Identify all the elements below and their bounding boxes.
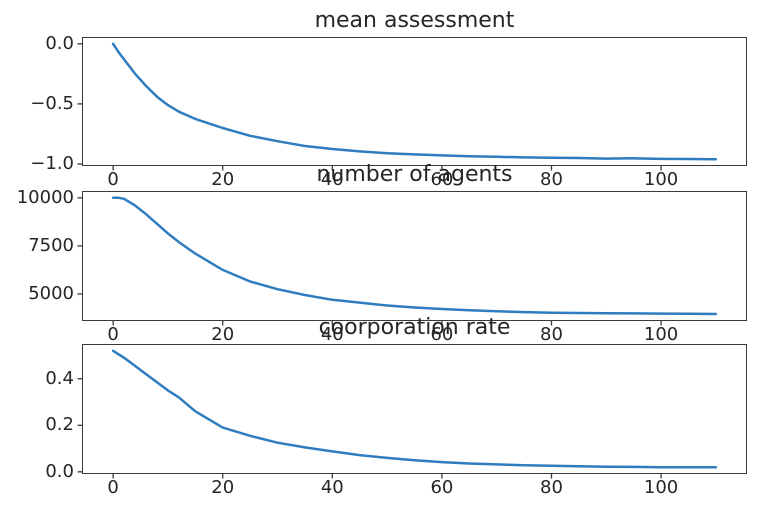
line-plot <box>77 349 718 479</box>
data-line <box>111 42 718 161</box>
y-tick-label: 5000 <box>28 282 74 304</box>
axes-frame <box>82 37 747 166</box>
x-tick-label: 40 <box>320 477 344 498</box>
data-line <box>111 196 718 316</box>
subplot-title: mean assessment <box>314 8 515 33</box>
x-tick-label: 80 <box>540 477 563 498</box>
x-tick-label: 100 <box>643 324 679 345</box>
subplot-title: number of agents <box>316 162 513 187</box>
y-tick-label: 10000 <box>16 186 74 208</box>
x-tick-label: 100 <box>643 477 679 498</box>
x-tick-label: 20 <box>211 169 235 190</box>
y-tick-label: 0.0 <box>45 32 74 54</box>
y-tick-label: 7500 <box>28 234 74 256</box>
x-tick-label: 60 <box>430 477 454 498</box>
x-tick-label: 40 <box>320 324 344 345</box>
x-tick-label: 60 <box>430 324 454 345</box>
x-tick-label: 20 <box>211 477 235 498</box>
x-tick-label: 0 <box>107 477 119 498</box>
line-plot <box>77 42 718 171</box>
axes-frame <box>82 344 747 474</box>
x-tick-label: 40 <box>320 169 344 190</box>
x-tick-label: 0 <box>107 324 119 345</box>
y-tick-label: 0.4 <box>45 367 74 389</box>
subplot-title: coorporation rate <box>318 315 511 340</box>
x-tick-label: 60 <box>430 169 454 190</box>
x-tick-label: 20 <box>211 324 235 345</box>
x-tick-label: 100 <box>643 169 679 190</box>
line-plot <box>77 196 718 326</box>
x-tick-label: 80 <box>540 324 563 345</box>
x-tick-label: 80 <box>540 169 563 190</box>
y-tick-label: −0.5 <box>30 92 74 114</box>
y-tick-label: 0.2 <box>45 414 74 436</box>
y-tick-label: −1.0 <box>30 153 74 175</box>
x-tick-label: 0 <box>107 169 119 190</box>
axes-frame <box>82 191 747 321</box>
data-line <box>111 349 718 469</box>
y-tick-label: 0.0 <box>45 460 74 482</box>
